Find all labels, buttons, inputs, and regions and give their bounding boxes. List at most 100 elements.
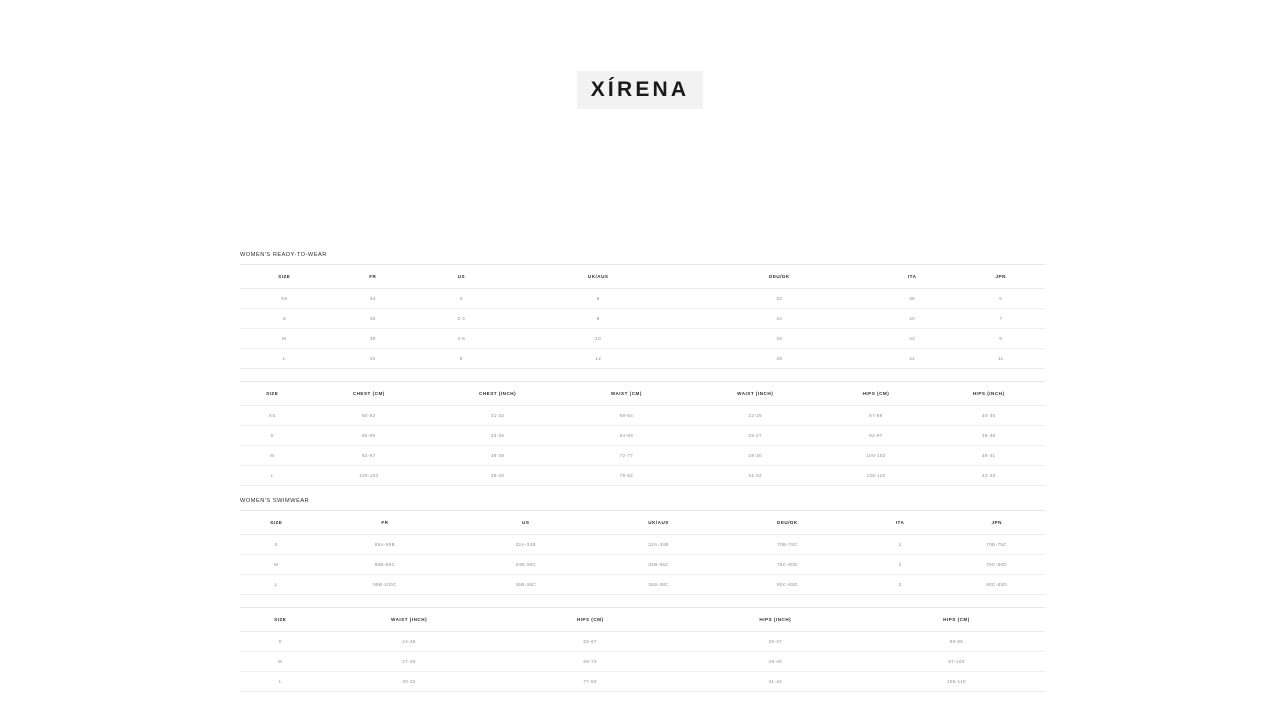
measurement-cell: 108-110 bbox=[819, 465, 933, 486]
measurement-cell: 69-74 bbox=[497, 651, 683, 672]
measurement-cell: 34-35 bbox=[932, 405, 1045, 426]
measurement-cell: 36-38 bbox=[932, 425, 1045, 446]
column-header: HIPS (INCH) bbox=[932, 381, 1045, 406]
measurement-cell: 25-27 bbox=[690, 425, 820, 446]
section-spacer bbox=[240, 486, 1045, 498]
measurement-cell: 72-77 bbox=[561, 445, 691, 466]
measurement-cell: 36-38 bbox=[433, 445, 562, 466]
column-header: ITA bbox=[851, 510, 949, 535]
measurement-cell: 32A-34B bbox=[457, 534, 595, 555]
measurement-cell: 1 bbox=[851, 534, 949, 555]
measurement-cell: 87-89 bbox=[819, 405, 933, 426]
measurement-cell: 34B-36C bbox=[594, 554, 723, 575]
column-header: HIPS (INCH) bbox=[682, 607, 868, 632]
size-cell: S bbox=[240, 425, 305, 446]
column-header: CHEST (CM) bbox=[304, 381, 434, 406]
measurement-cell: 36 bbox=[328, 308, 418, 329]
table-row: L 30-32 77-82 41-43 105-110 bbox=[240, 671, 1045, 692]
swim-international-sizes: SIZE FR US UK/AUS DEU/DK ITA JPN S 85A-90B 32A-34… bbox=[240, 510, 1045, 595]
table-header-row: SIZE WAIST (INCH) HIPS (CM) HIPS (INCH) HIPS… bbox=[240, 607, 1045, 632]
measurement-cell: 40 bbox=[328, 348, 418, 369]
measurement-cell: 9 bbox=[956, 328, 1045, 349]
measurement-cell: 2-4 bbox=[417, 308, 506, 329]
measurement-cell: 28-30 bbox=[690, 445, 820, 466]
swim-body-measurements: SIZE WAIST (INCH) HIPS (CM) HIPS (INCH) HIPS… bbox=[240, 607, 1045, 692]
table-row: S 85-90 33-35 64-69 25-27 92-97 36-38 bbox=[240, 425, 1045, 446]
measurement-cell: 34 bbox=[328, 288, 418, 309]
measurement-cell: 5 bbox=[956, 288, 1045, 309]
column-header: HIPS (CM) bbox=[867, 607, 1045, 632]
column-header: DEU/DK bbox=[722, 510, 852, 535]
measurement-cell: 31-32 bbox=[690, 465, 820, 486]
table-spacer bbox=[240, 595, 1045, 607]
table-row: XS 80-82 31-32 58-64 22-25 87-89 34-35 bbox=[240, 405, 1045, 426]
measurement-cell: 75C-80D bbox=[722, 554, 852, 575]
column-header: SIZE bbox=[240, 607, 321, 632]
measurement-cell: 32A-34B bbox=[594, 534, 723, 555]
column-header: US bbox=[457, 510, 595, 535]
table-row: XS 34 0 6 32 38 5 bbox=[240, 288, 1045, 309]
measurement-cell: 90B-95C bbox=[312, 554, 458, 575]
table-row: S 24-26 62-67 35-37 90-95 bbox=[240, 631, 1045, 652]
measurement-cell: 58-64 bbox=[561, 405, 691, 426]
column-header: CHEST (INCH) bbox=[433, 381, 562, 406]
measurement-cell: 40 bbox=[867, 308, 957, 329]
measurement-cell: 24-26 bbox=[320, 631, 498, 652]
measurement-cell: 2 bbox=[851, 554, 949, 575]
size-cell: S bbox=[240, 534, 313, 555]
table-row: M 38 4-6 10 36 42 9 bbox=[240, 328, 1045, 349]
measurement-cell: 38-40 bbox=[682, 651, 868, 672]
measurement-cell: 90-95 bbox=[867, 631, 1045, 652]
table-row: L 100-103 39-40 78-82 31-32 108-110 42-43 bbox=[240, 465, 1045, 486]
column-header: UK/AUS bbox=[594, 510, 723, 535]
measurement-cell: 85A-90B bbox=[312, 534, 458, 555]
column-header: WAIST (INCH) bbox=[320, 607, 498, 632]
measurement-cell: 38 bbox=[690, 348, 868, 369]
column-header: SIZE bbox=[240, 264, 329, 289]
measurement-cell: 80-82 bbox=[304, 405, 434, 426]
size-cell: XS bbox=[240, 405, 305, 426]
brand-logo[interactable]: XÍRENA bbox=[576, 71, 704, 109]
measurement-cell: 97-103 bbox=[867, 651, 1045, 672]
measurement-cell: 36B-38C bbox=[594, 574, 723, 595]
size-cell: L bbox=[240, 348, 329, 369]
table-row: L 40 8 12 38 44 11 bbox=[240, 348, 1045, 369]
size-cell: M bbox=[240, 651, 321, 672]
size-cell: M bbox=[240, 554, 313, 575]
measurement-cell: 70B-75C bbox=[722, 534, 852, 555]
table-spacer bbox=[240, 369, 1045, 381]
measurement-cell: 42 bbox=[867, 328, 957, 349]
measurement-cell: 105-110 bbox=[867, 671, 1045, 692]
measurement-cell: 6 bbox=[505, 288, 691, 309]
column-header: ITA bbox=[867, 264, 957, 289]
column-header: SIZE bbox=[240, 381, 305, 406]
size-cell: L bbox=[240, 671, 321, 692]
measurement-cell: 36 bbox=[690, 328, 868, 349]
measurement-cell: 8 bbox=[505, 308, 691, 329]
column-header: JPN bbox=[948, 510, 1045, 535]
measurement-cell: 33-35 bbox=[433, 425, 562, 446]
size-cell: S bbox=[240, 631, 321, 652]
measurement-cell: 75C-80D bbox=[948, 554, 1045, 575]
measurement-cell: 100-103 bbox=[819, 445, 933, 466]
brand-logo-container: XÍRENA bbox=[0, 71, 1280, 109]
section-title: WOMEN'S SWIMWEAR bbox=[240, 498, 310, 504]
table-header-row: SIZE FR US UK/AUS DEU/DK ITA JPN bbox=[240, 510, 1045, 535]
size-charts-container: WOMEN'S READY-TO-WEAR SIZE FR US UK/AUS DEU/D… bbox=[240, 252, 1045, 692]
size-cell: S bbox=[240, 308, 329, 329]
measurement-cell: 92-97 bbox=[304, 445, 434, 466]
measurement-cell: 30-32 bbox=[320, 671, 498, 692]
column-header: HIPS (CM) bbox=[497, 607, 683, 632]
size-cell: L bbox=[240, 465, 305, 486]
table-row: M 92-97 36-38 72-77 28-30 100-103 39-41 bbox=[240, 445, 1045, 466]
measurement-cell: 42-43 bbox=[932, 465, 1045, 486]
measurement-cell: 34B-36C bbox=[457, 554, 595, 575]
measurement-cell: 11 bbox=[956, 348, 1045, 369]
measurement-cell: 0 bbox=[417, 288, 506, 309]
column-header: WAIST (INCH) bbox=[690, 381, 820, 406]
measurement-cell: 41-43 bbox=[682, 671, 868, 692]
size-cell: M bbox=[240, 328, 329, 349]
column-header: UK/AUS bbox=[505, 264, 691, 289]
column-header: HIPS (CM) bbox=[819, 381, 933, 406]
